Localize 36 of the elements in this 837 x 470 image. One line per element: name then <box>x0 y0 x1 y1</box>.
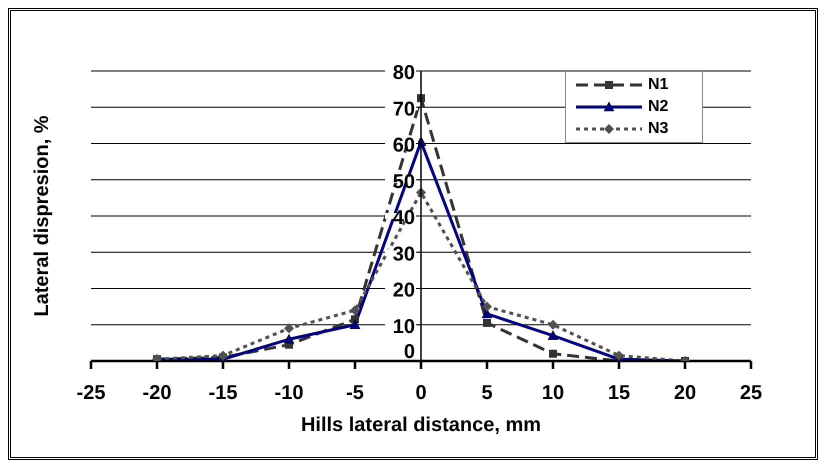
x-tick-label: 15 <box>608 382 630 404</box>
point <box>614 350 624 361</box>
point <box>548 320 558 330</box>
x-axis-title: Hills lateral distance, mm <box>300 414 542 436</box>
point <box>350 320 360 329</box>
y-tick-label: 10 <box>392 316 415 338</box>
point <box>482 302 492 312</box>
point <box>483 318 491 327</box>
y-axis-title: Lateral dispresion, % <box>31 115 54 317</box>
point <box>284 323 294 334</box>
y-tick-label: 60 <box>392 134 415 156</box>
point <box>548 330 558 340</box>
point <box>549 350 557 358</box>
y-tick-label: 40 <box>392 207 415 229</box>
x-tick-label: 10 <box>542 382 564 404</box>
chart-frame: -25 -20 -15 -10 -5 0 5 10 15 20 25 Hills lateral distance, mm 0 10 20 30 40 50 60 70 80 Lateral dispresion, % N1 N2 N3 <box>8 8 818 460</box>
x-tick-label: 5 <box>481 382 493 404</box>
legend-label: N3 <box>648 120 668 138</box>
x-tick-label: -20 <box>142 382 172 404</box>
x-tick-label: -15 <box>208 382 238 404</box>
point <box>218 350 228 361</box>
y-tick-label: 30 <box>392 243 415 266</box>
x-tick-label: -10 <box>274 382 304 404</box>
x-tick-label: 25 <box>740 382 762 404</box>
legend-label: N1 <box>648 76 668 94</box>
y-tick-label: 50 <box>392 170 415 193</box>
point <box>284 334 294 344</box>
y-tick-label: 70 <box>392 98 415 120</box>
x-tick-label: -5 <box>346 382 364 404</box>
legend-label: N2 <box>648 98 668 116</box>
y-tick-label: 20 <box>392 280 415 302</box>
y-tick-label: 0 <box>404 341 415 363</box>
x-tick-label: -25 <box>76 382 106 404</box>
y-tick-label: 80 <box>392 62 415 84</box>
point <box>350 305 360 316</box>
x-tick-label: 20 <box>674 382 696 404</box>
